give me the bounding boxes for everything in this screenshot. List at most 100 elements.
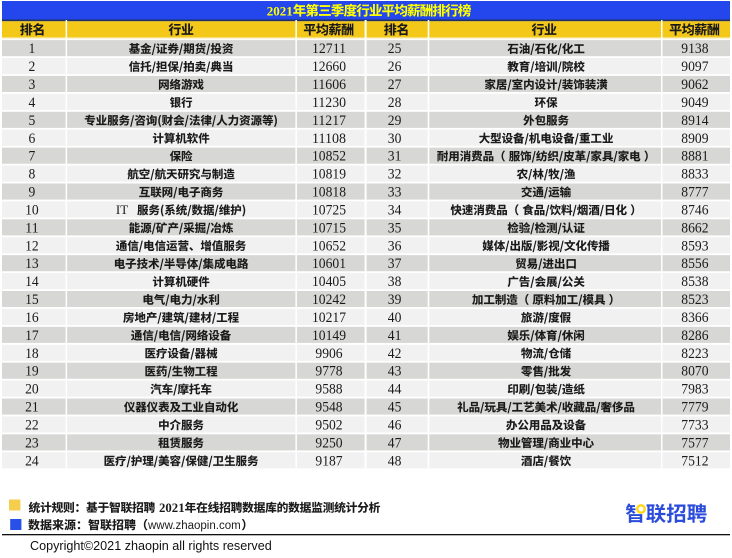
svg-text:45: 45	[388, 400, 402, 416]
svg-text:28: 28	[388, 95, 402, 111]
svg-text:9588: 9588	[315, 382, 342, 398]
svg-text:11108: 11108	[312, 131, 346, 147]
svg-text:4: 4	[29, 95, 36, 111]
svg-text:8223: 8223	[681, 346, 708, 362]
svg-text:9548: 9548	[315, 400, 342, 416]
svg-text:29: 29	[388, 113, 402, 129]
svg-text:34: 34	[388, 202, 402, 218]
svg-text:2: 2	[29, 59, 36, 75]
svg-text:38: 38	[388, 274, 402, 290]
svg-text:48: 48	[388, 453, 402, 469]
svg-text:7512: 7512	[681, 453, 708, 469]
svg-text:9778: 9778	[315, 364, 342, 380]
svg-text:26: 26	[388, 59, 402, 75]
svg-text:25: 25	[388, 41, 402, 57]
svg-text:21: 21	[25, 400, 39, 416]
svg-text:8523: 8523	[681, 292, 708, 308]
svg-text:10725: 10725	[312, 202, 346, 218]
svg-text:13: 13	[25, 256, 39, 272]
svg-text:32: 32	[388, 167, 402, 183]
svg-text:18: 18	[25, 346, 39, 362]
svg-text:6: 6	[29, 131, 36, 147]
svg-text:11606: 11606	[312, 77, 346, 93]
svg-text:39: 39	[388, 292, 402, 308]
svg-text:3: 3	[29, 77, 36, 93]
svg-text:7577: 7577	[681, 435, 709, 451]
svg-text:8909: 8909	[681, 131, 708, 147]
svg-text:7779: 7779	[681, 400, 708, 416]
svg-text:10601: 10601	[312, 256, 346, 272]
svg-text:9906: 9906	[315, 346, 343, 362]
svg-text:8746: 8746	[681, 202, 709, 218]
svg-text:12711: 12711	[312, 41, 346, 57]
svg-text:8593: 8593	[681, 238, 708, 254]
svg-text:41: 41	[388, 328, 402, 344]
svg-text:www.zhaopin.com: www.zhaopin.com	[147, 520, 241, 532]
svg-text:42: 42	[388, 346, 402, 362]
svg-text:10652: 10652	[312, 238, 346, 254]
svg-text:33: 33	[388, 185, 402, 201]
svg-text:24: 24	[25, 453, 39, 469]
svg-text:8286: 8286	[681, 328, 709, 344]
svg-text:27: 27	[388, 77, 402, 93]
svg-text:36: 36	[388, 238, 402, 254]
svg-text:31: 31	[388, 149, 402, 165]
svg-text:12: 12	[25, 238, 39, 254]
svg-text:22: 22	[25, 418, 39, 434]
svg-text:15: 15	[25, 292, 39, 308]
svg-text:7: 7	[29, 149, 36, 165]
svg-text:11230: 11230	[312, 95, 346, 111]
svg-text:10217: 10217	[312, 310, 346, 326]
svg-text:17: 17	[25, 328, 39, 344]
svg-text:10149: 10149	[312, 328, 346, 344]
svg-text:9187: 9187	[315, 453, 343, 469]
svg-text:2021: 2021	[267, 3, 293, 18]
svg-text:8777: 8777	[681, 185, 709, 201]
svg-text:10818: 10818	[312, 185, 346, 201]
svg-text:43: 43	[388, 364, 402, 380]
svg-text:44: 44	[388, 382, 402, 398]
svg-text:19: 19	[25, 364, 39, 380]
svg-text:9138: 9138	[681, 41, 708, 57]
svg-text:5: 5	[29, 113, 36, 129]
svg-text:16: 16	[25, 310, 39, 326]
svg-text:11217: 11217	[312, 113, 346, 129]
svg-text:8556: 8556	[681, 256, 709, 272]
svg-text:2021: 2021	[159, 501, 185, 515]
svg-text:7983: 7983	[681, 382, 708, 398]
svg-text:8881: 8881	[681, 149, 708, 165]
svg-text:14: 14	[25, 274, 39, 290]
svg-text:47: 47	[388, 435, 402, 451]
svg-text:9: 9	[29, 185, 36, 201]
svg-text:9049: 9049	[681, 95, 708, 111]
svg-text:8833: 8833	[681, 167, 708, 183]
svg-text:20: 20	[25, 382, 39, 398]
svg-text:10: 10	[25, 202, 39, 218]
svg-text:37: 37	[388, 256, 402, 272]
svg-text:9250: 9250	[315, 435, 342, 451]
svg-text:Copyright©2021 zhaopin all rig: Copyright©2021 zhaopin all rights reserv…	[30, 539, 272, 553]
svg-text:1: 1	[29, 41, 36, 57]
svg-text:10852: 10852	[312, 149, 346, 165]
svg-text:8538: 8538	[681, 274, 708, 290]
svg-text:8914: 8914	[681, 113, 709, 129]
svg-text:9502: 9502	[315, 418, 342, 434]
svg-text:8366: 8366	[681, 310, 709, 326]
svg-text:46: 46	[388, 418, 402, 434]
svg-text:8: 8	[29, 167, 36, 183]
svg-text:11: 11	[25, 220, 39, 236]
svg-text:40: 40	[388, 310, 402, 326]
svg-text:10405: 10405	[312, 274, 346, 290]
svg-text:12660: 12660	[312, 59, 346, 75]
svg-text:35: 35	[388, 220, 402, 236]
svg-text:7733: 7733	[681, 418, 708, 434]
svg-text:8070: 8070	[681, 364, 708, 380]
svg-text:IT: IT	[116, 202, 128, 217]
svg-text:10715: 10715	[312, 220, 346, 236]
svg-text:30: 30	[388, 131, 402, 147]
svg-text:9062: 9062	[681, 77, 708, 93]
svg-text:10242: 10242	[312, 292, 346, 308]
svg-text:23: 23	[25, 435, 39, 451]
svg-text:8662: 8662	[681, 220, 708, 236]
svg-text:9097: 9097	[681, 59, 709, 75]
